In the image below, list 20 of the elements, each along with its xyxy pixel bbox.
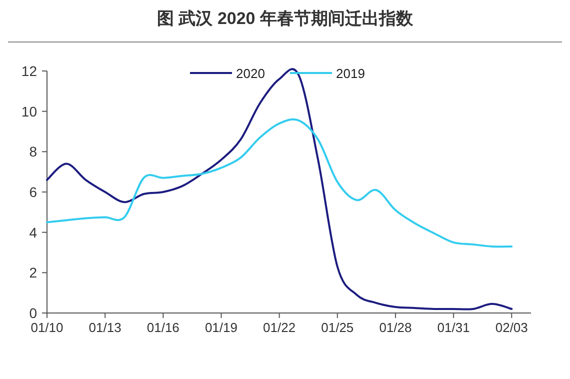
x-tick-label: 01/28 — [379, 320, 412, 335]
y-tick-label: 2 — [29, 264, 38, 281]
y-tick-label: 12 — [21, 63, 38, 79]
x-tick-label: 01/25 — [321, 320, 354, 335]
x-tick-label: 01/19 — [204, 320, 238, 335]
x-tick-label: 02/03 — [495, 320, 528, 335]
legend-label: 2019 — [336, 66, 365, 81]
x-tick-label: 01/13 — [88, 320, 122, 335]
y-tick-label: 8 — [29, 144, 38, 160]
x-tick-label: 01/16 — [146, 320, 180, 335]
y-tick-label: 4 — [29, 224, 38, 240]
y-tick-label: 10 — [21, 103, 38, 120]
x-tick-label: 01/10 — [30, 320, 64, 335]
y-tick-label: 0 — [29, 305, 38, 321]
legend-label: 2020 — [236, 66, 265, 81]
chart-title: 图 武汉 2020 年春节期间迁出指数 — [157, 9, 414, 28]
x-tick-label: 01/31 — [437, 320, 470, 335]
x-tick-label: 01/22 — [263, 320, 296, 335]
y-tick-label: 6 — [29, 184, 38, 200]
line-series — [46, 118, 513, 248]
